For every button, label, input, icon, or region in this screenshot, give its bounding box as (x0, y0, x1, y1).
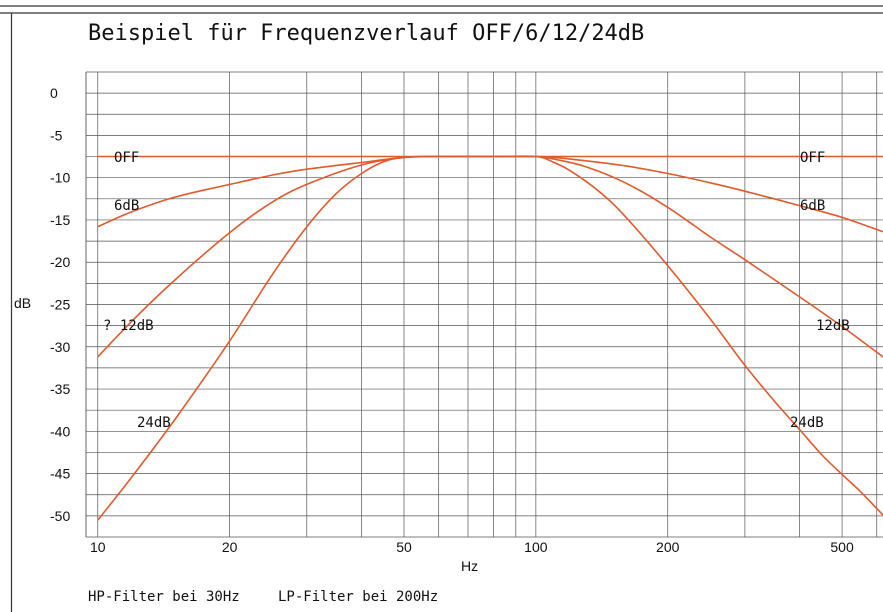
y-tick-label: -30 (50, 339, 70, 355)
y-tick-label: -25 (50, 297, 70, 313)
x-axis-label: Hz (461, 558, 478, 574)
y-tick-label: -50 (50, 508, 70, 524)
label-left-off: OFF (114, 150, 139, 166)
x-tick-label: 100 (524, 539, 548, 555)
curves (97, 155, 883, 521)
x-tick-label: 10 (90, 539, 106, 555)
curve-12db (97, 155, 883, 358)
y-tick-label: -45 (50, 466, 70, 482)
label-right-12db: 12dB (816, 318, 850, 334)
curve-6db (97, 155, 883, 233)
y-tick-label: -15 (50, 212, 70, 228)
curve-24db (97, 155, 883, 521)
chart-title: Beispiel für Frequenzverlauf OFF/6/12/24… (88, 21, 644, 46)
y-tick-label: 0 (50, 85, 58, 101)
y-tick-label: -5 (50, 127, 63, 143)
label-left-24db: 24dB (137, 415, 171, 431)
label-right-off: OFF (800, 150, 825, 166)
footnote-lp-filter: LP-Filter bei 200Hz (278, 589, 438, 605)
x-tick-label: 50 (396, 539, 412, 555)
x-tick-label: 200 (656, 539, 680, 555)
x-tick-label: 500 (830, 539, 854, 555)
y-tick-label: -20 (50, 254, 70, 270)
y-tick-label: -35 (50, 381, 70, 397)
label-right-6db: 6dB (800, 198, 825, 214)
footnote-hp-filter: HP-Filter bei 30Hz (88, 589, 240, 605)
grid (85, 71, 883, 538)
label-left-6db: 6dB (114, 198, 139, 214)
y-tick-labels: 0 -5 -10 -15 -20 -25 -30 -35 -40 -45 -50 (50, 85, 70, 524)
y-tick-label: -40 (50, 423, 70, 439)
x-tick-label: 20 (222, 539, 238, 555)
x-tick-labels: 10 20 50 100 200 500 (90, 539, 854, 555)
label-right-24db: 24dB (790, 415, 824, 431)
y-tick-label: -10 (50, 170, 70, 186)
label-left-12db: ? 12dB (103, 318, 154, 334)
y-axis-label: dB (14, 295, 31, 311)
